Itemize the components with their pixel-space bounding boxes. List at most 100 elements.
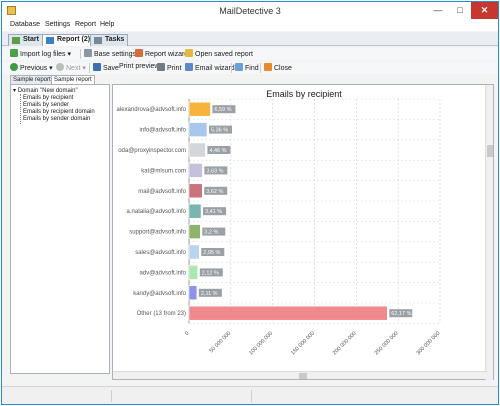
category-label: kandy@advsoft.info	[133, 291, 186, 297]
report-toolbar: Previous ▾ Next ▾ Save Print preview Pri…	[2, 62, 498, 74]
find-label: Find	[245, 65, 259, 72]
bar	[188, 244, 200, 260]
arrow-right-icon	[56, 63, 64, 71]
tab-report[interactable]: Report (2)	[42, 34, 95, 46]
category-label: kat@mlsum.com	[141, 168, 186, 174]
menu-help[interactable]: Help	[100, 21, 115, 28]
tree-connector	[20, 94, 21, 124]
data-label-box	[202, 227, 226, 236]
x-tick-label: 150 000 000	[290, 331, 316, 357]
data-label: 3,41 %	[205, 209, 222, 215]
find-button[interactable]: Find	[235, 63, 259, 72]
menu-database[interactable]: Database	[10, 21, 40, 28]
tab-start-label: Start	[23, 36, 39, 43]
data-label: 3,63 %	[206, 168, 223, 174]
x-tick-label: 300 000 000	[416, 331, 442, 357]
tab-tasks[interactable]: Tasks	[90, 34, 129, 46]
x-tick-label: 0	[184, 331, 190, 337]
tab-start[interactable]: Start	[8, 34, 43, 46]
app-icon	[7, 6, 16, 15]
menu-settings[interactable]: Settings	[45, 21, 71, 28]
data-label: 2,95 %	[203, 250, 220, 256]
category-label: Other (13 from 23)	[137, 311, 186, 317]
print-preview-button[interactable]: Print preview	[119, 63, 159, 70]
category-label: alexandrova@advsoft.info	[117, 107, 187, 113]
bar	[188, 163, 203, 178]
category-label: support@advsoft.info	[129, 230, 186, 236]
toolbar-separator	[80, 49, 81, 59]
tree-item-emails-by-recipient-domain[interactable]: Emails by recipient domain	[23, 109, 95, 115]
tree-item-emails-by-sender-domain[interactable]: Emails by sender domain	[23, 116, 91, 122]
data-label-box	[204, 186, 228, 195]
data-label-box	[389, 309, 413, 318]
report-icon	[46, 37, 54, 44]
tree-root-domain[interactable]: ▾ Domain "New domain"	[13, 88, 78, 94]
save-button[interactable]: Save	[93, 63, 119, 72]
menu-report[interactable]: Report	[75, 21, 97, 28]
tree-item-emails-by-recipient[interactable]: Emails by recipient	[23, 95, 74, 101]
bar	[188, 101, 211, 117]
print-button[interactable]: Print	[157, 63, 181, 72]
find-icon	[235, 63, 243, 71]
subtab-sample-report-1[interactable]: Sample report	[10, 75, 54, 84]
data-label-box	[207, 146, 231, 154]
gear-icon	[84, 49, 92, 57]
data-label-box	[201, 248, 225, 256]
tasks-icon	[94, 37, 102, 44]
maximize-button[interactable]: □	[457, 5, 463, 15]
data-label: 5,36 %	[211, 128, 228, 134]
tree-root-label: Domain "New domain"	[17, 88, 78, 94]
status-bar	[2, 386, 498, 404]
arrow-left-icon	[10, 63, 18, 71]
main-toolbar: Import log files ▾ Base settings ▾ Repor…	[2, 48, 498, 60]
data-label-box	[199, 268, 223, 277]
toolbar-separator	[89, 63, 90, 73]
data-label-box	[198, 288, 222, 297]
close-icon	[264, 63, 272, 71]
open-saved-report-button[interactable]: Open saved report	[185, 49, 253, 58]
vertical-scrollbar[interactable]	[485, 85, 493, 381]
x-tick-label: 50 000 000	[209, 331, 233, 355]
subtab-sample-report-2[interactable]: Sample report	[51, 75, 95, 84]
window-title: MailDetective 3	[219, 6, 281, 16]
report-view: Emails by recipient 0 50 000 000 100 000 0…	[112, 84, 494, 381]
data-label: 2,11 %	[201, 291, 218, 297]
report-wizard-button[interactable]: Report wizard	[135, 49, 188, 58]
folder-icon	[185, 49, 193, 57]
save-label: Save	[103, 65, 119, 72]
category-label: oda@proxyinspector.com	[118, 148, 186, 154]
previous-label: Previous	[20, 65, 48, 72]
status-cell	[112, 390, 252, 402]
import-icon	[10, 49, 18, 57]
next-button[interactable]: Next ▾	[56, 63, 86, 72]
previous-button[interactable]: Previous ▾	[10, 63, 53, 72]
close-window-button[interactable]: ✕	[471, 2, 498, 19]
title-bar: MailDetective 3 — □ ✕	[2, 2, 498, 20]
wizard-icon	[135, 49, 143, 57]
x-tick-label: 100 000 000	[248, 331, 274, 357]
minimize-button[interactable]: —	[433, 5, 443, 15]
bar	[188, 183, 203, 199]
import-log-files-button[interactable]: Import log files ▾	[10, 49, 71, 58]
import-label: Import log files	[20, 51, 66, 58]
toolbar-separator	[231, 63, 232, 73]
bar	[188, 122, 208, 137]
bar	[188, 224, 201, 239]
bar	[188, 285, 198, 301]
horizontal-scrollbar[interactable]	[113, 371, 487, 379]
horizontal-scroll-thumb[interactable]	[299, 373, 307, 379]
vertical-scroll-thumb[interactable]	[487, 145, 493, 157]
tree-item-emails-by-sender[interactable]: Emails by sender	[23, 102, 70, 108]
data-label: 2,12 %	[202, 270, 219, 276]
category-label: mail@advsoft.info	[138, 189, 186, 195]
next-label: Next	[66, 65, 81, 72]
category-label: adv@advsoft.info	[140, 270, 187, 276]
data-label: 3,2 %	[204, 230, 218, 236]
category-label: a.natalia@advsoft.info	[127, 209, 187, 215]
data-label-box	[212, 105, 236, 114]
close-report-button[interactable]: Close	[264, 63, 292, 72]
email-wizard-button[interactable]: Email wizard	[185, 63, 235, 72]
toolbar-separator	[260, 63, 261, 73]
base-settings-button[interactable]: Base settings ▾	[84, 49, 142, 58]
main-tab-strip: Start Report (2) Tasks	[2, 32, 498, 46]
